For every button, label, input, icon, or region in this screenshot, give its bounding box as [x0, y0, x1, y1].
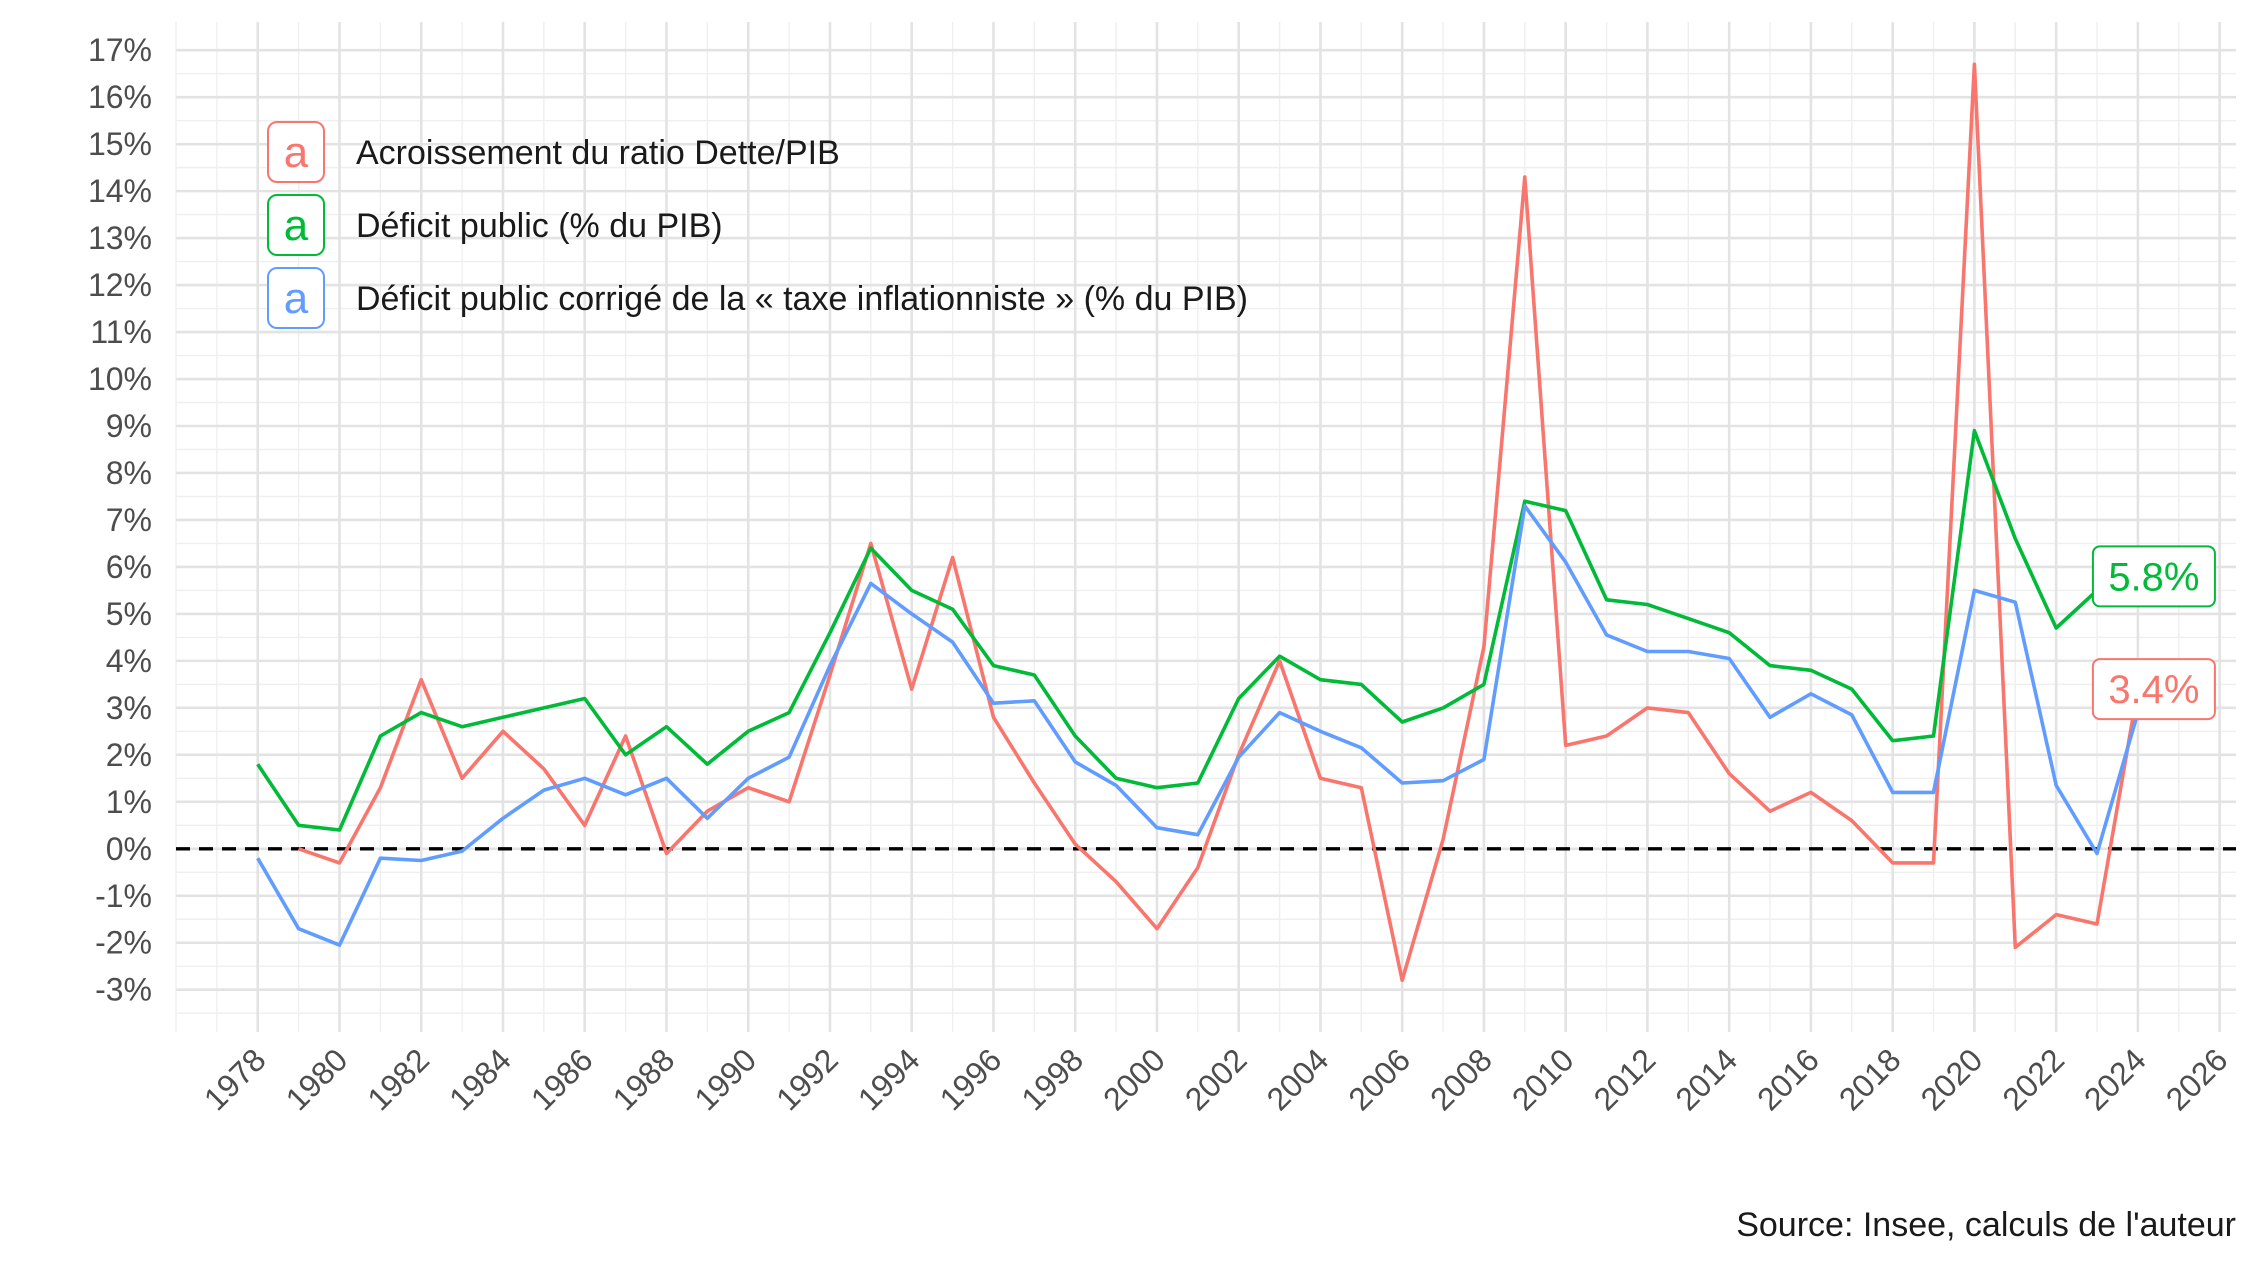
end-labels: 5.8% 3.4% [2091, 545, 2216, 721]
y-tick-label: 13% [88, 220, 152, 256]
y-tick-label: 0% [106, 831, 152, 867]
x-tick-label: 1992 [769, 1041, 845, 1117]
y-tick-label: 6% [106, 549, 152, 585]
x-axis: 1978 1980 1982 1984 1986 1988 1990 1992 1994 1996… [197, 1041, 2235, 1117]
y-tick-label: 11% [90, 314, 152, 350]
x-tick-label: 2018 [1832, 1041, 1908, 1117]
x-tick-label: 1988 [606, 1041, 682, 1117]
y-tick-label: 9% [106, 408, 152, 444]
x-tick-label: 2022 [1995, 1041, 2071, 1117]
series-line-2 [256, 504, 2140, 947]
legend-key-box [267, 194, 325, 256]
legend-key-glyph: a [284, 128, 309, 177]
x-tick-label: 1998 [1014, 1041, 1090, 1117]
y-axis: -3% -2% -1% 0% 1% 2% 3% 4% 5% 6% 7% 8% 9% 10% 11% 12% 13… [88, 32, 152, 1008]
legend-key-box [267, 121, 325, 183]
major-gridlines [176, 22, 2236, 1032]
x-tick-label: 2016 [1750, 1041, 1826, 1117]
legend-label: Déficit public corrigé de la « taxe infl… [356, 280, 1248, 318]
x-tick-label: 1978 [197, 1041, 273, 1117]
x-tick-label: 1984 [442, 1041, 518, 1117]
y-tick-label: -1% [95, 878, 152, 914]
end-label-box [2091, 545, 2216, 608]
y-tick-label: -2% [95, 925, 152, 961]
x-tick-label: 2002 [1178, 1041, 1254, 1117]
x-tick-label: 1982 [360, 1041, 436, 1117]
y-tick-label: 12% [88, 267, 152, 303]
x-tick-label: 1996 [933, 1041, 1009, 1117]
series-line-0 [298, 62, 2140, 983]
y-tick-label: 7% [106, 502, 152, 538]
x-tick-label: 1990 [687, 1041, 763, 1117]
y-tick-label: 2% [106, 737, 152, 773]
y-tick-label: 14% [88, 173, 152, 209]
x-tick-label: 2000 [1096, 1041, 1172, 1117]
y-tick-label: 1% [106, 784, 152, 820]
y-tick-label: 10% [88, 361, 152, 397]
series-line-1 [256, 428, 2139, 832]
x-tick-label: 2008 [1423, 1041, 1499, 1117]
x-tick-label: 2004 [1260, 1041, 1336, 1117]
series-lines [256, 62, 2140, 983]
y-tick-label: 16% [88, 79, 152, 115]
legend-key-box [267, 267, 325, 329]
minor-gridlines [175, 22, 2236, 1032]
y-tick-label: 8% [106, 455, 152, 491]
y-tick-label: 15% [88, 126, 152, 162]
x-tick-label: 1980 [279, 1041, 355, 1117]
x-tick-label: 1986 [524, 1041, 600, 1117]
x-tick-label: 2020 [1914, 1041, 1990, 1117]
x-tick-label: 2006 [1341, 1041, 1417, 1117]
legend-key-glyph: a [284, 201, 309, 250]
end-label-box [2091, 658, 2216, 721]
x-tick-label: 1994 [851, 1041, 927, 1117]
legend-label: Acroissement du ratio Dette/PIB [356, 134, 840, 172]
x-tick-label: 2010 [1505, 1041, 1581, 1117]
end-label-0: 5.8% [2108, 555, 2199, 599]
end-label-1: 3.4% [2108, 668, 2199, 712]
y-tick-label: 17% [88, 32, 152, 68]
source-caption: Source: Insee, calculs de l'auteur [1736, 1206, 2236, 1244]
x-tick-label: 2012 [1587, 1041, 1663, 1117]
y-tick-label: 4% [106, 643, 152, 679]
x-tick-label: 2024 [2077, 1041, 2153, 1117]
y-tick-label: -3% [95, 972, 152, 1008]
legend-key-glyph: a [284, 274, 309, 323]
legend: a Acroissement du ratio Dette/PIB a Déficit… [267, 121, 1248, 329]
y-tick-label: 5% [106, 596, 152, 632]
x-tick-label: 2014 [1668, 1041, 1744, 1117]
x-tick-label: 2026 [2159, 1041, 2235, 1117]
legend-label: Déficit public (% du PIB) [356, 207, 723, 245]
y-tick-label: 3% [106, 690, 152, 726]
